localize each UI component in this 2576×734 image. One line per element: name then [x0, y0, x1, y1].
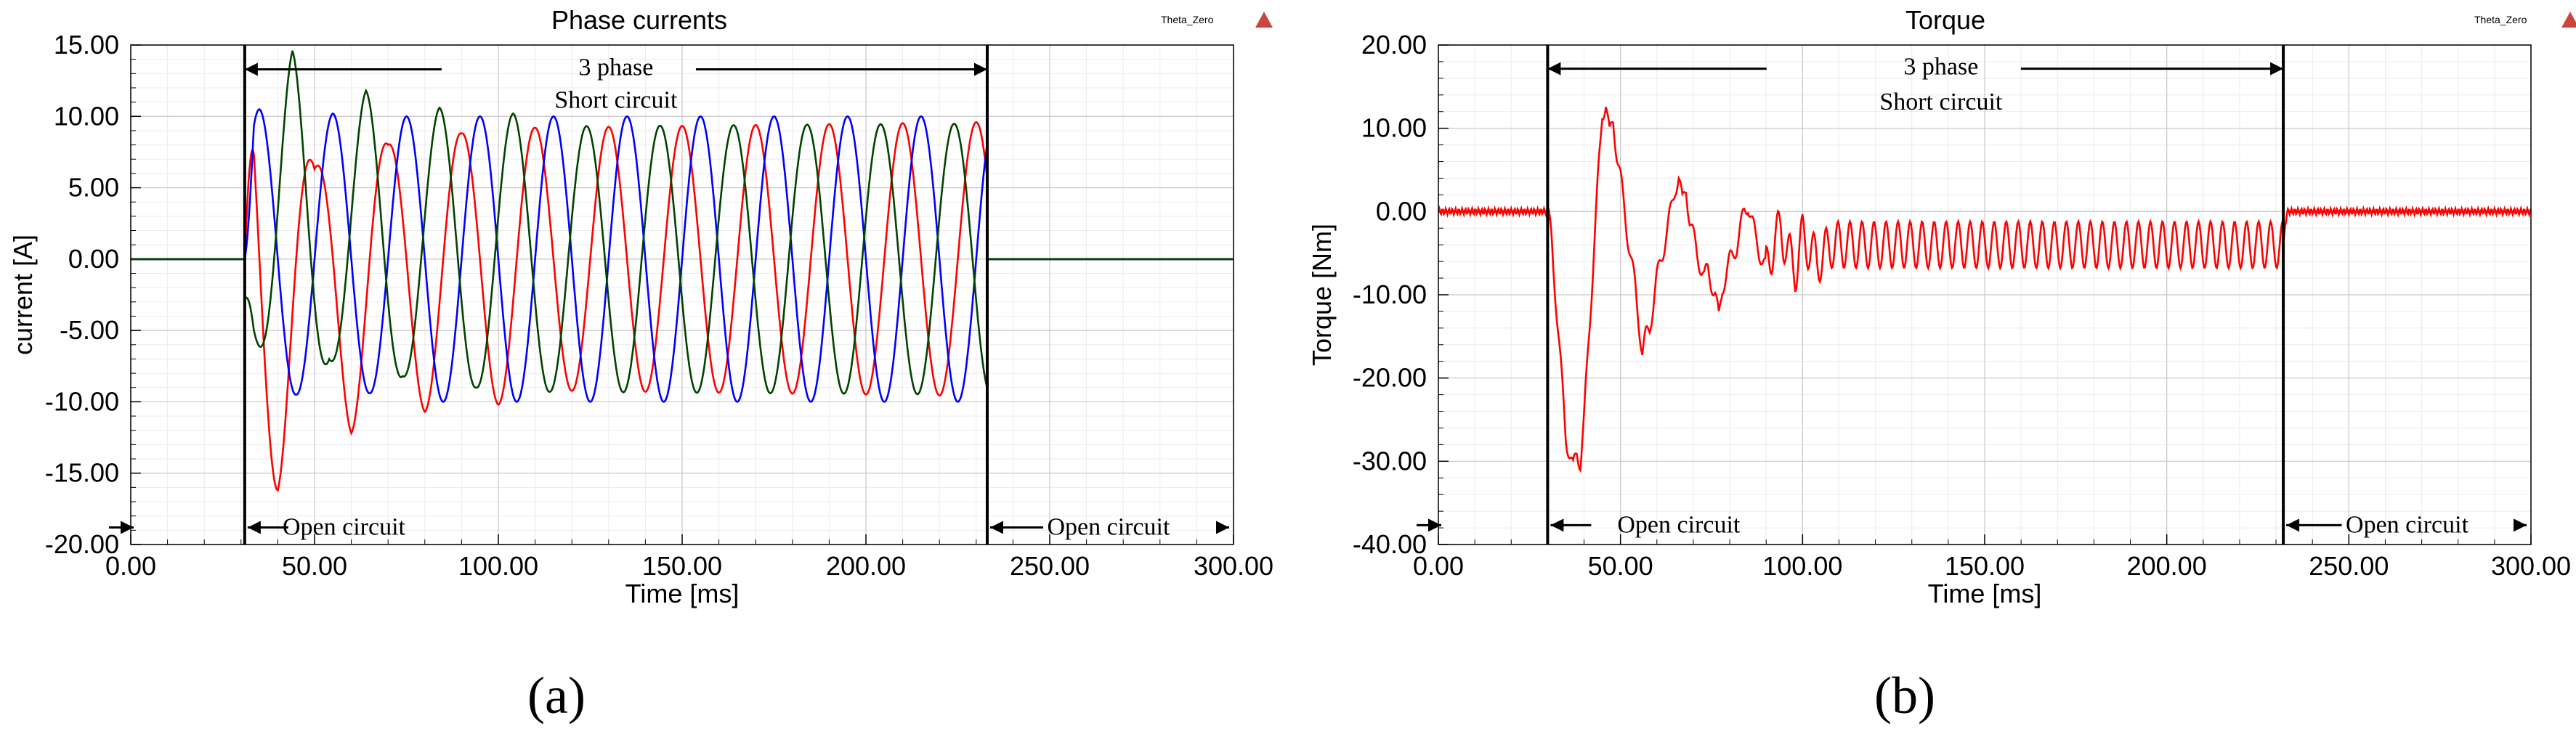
x-tick-label: 300.00 [2491, 551, 2571, 581]
x-tick-label: 200.00 [826, 551, 906, 581]
panel-label: (a) [527, 666, 586, 725]
x-tick-label: 50.00 [282, 551, 347, 581]
arrow-open-circuit-post-left-head [989, 521, 1003, 534]
arrow-open-circuit-post-right-head [1216, 521, 1229, 534]
y-tick-label: -20.00 [1353, 363, 1427, 393]
x-axis-label: Time [ms] [625, 579, 740, 608]
logo-icon [2561, 12, 2576, 28]
y-tick-label: 10.00 [1361, 113, 1427, 143]
arrow-open-circuit-pre-in-head [121, 521, 134, 534]
x-tick-label: 300.00 [1194, 551, 1273, 581]
chart-annotations: 3 phase Short circuit Open circuit Open cir… [109, 54, 1229, 540]
x-tick-label: 100.00 [458, 551, 538, 581]
series-torque [1437, 107, 2532, 473]
annotation-label: Open circuit [2346, 511, 2469, 538]
x-tick-label: 250.00 [2309, 551, 2389, 581]
logo-theta-zero: Theta_Zero [2474, 12, 2576, 28]
tick-labels: 0.00 50.00 100.00 150.00 200.00 250.00 300.00 1… [45, 30, 1273, 581]
annotation-label: Short circuit [1879, 89, 2003, 115]
y-tick-label: -30.00 [1353, 446, 1427, 476]
x-tick-label: 50.00 [1588, 551, 1653, 581]
arrow-open-circuit-post-right-head [2514, 518, 2527, 532]
arrow-open-circuit-pre-in-head [1428, 518, 1441, 532]
y-tick-label: 10.00 [54, 101, 119, 131]
logo-theta-zero: Theta_Zero [1161, 12, 1273, 28]
arrow-open-circuit-post-left-head [2286, 518, 2300, 532]
x-tick-label: 150.00 [642, 551, 722, 581]
annotation-label: 3 phase [578, 54, 653, 81]
y-tick-label: -10.00 [1353, 280, 1427, 309]
series-phase-a [131, 121, 1234, 492]
annotation-label: Open circuit [1617, 511, 1741, 538]
fault-markers [243, 45, 989, 545]
y-axis-label: current [A] [8, 235, 38, 355]
arrow-open-circuit-pre-head [1550, 518, 1564, 532]
fault-markers [1546, 45, 2285, 545]
y-tick-label: 20.00 [1361, 30, 1427, 60]
plot-frame [1438, 44, 2532, 545]
logo-text: Theta_Zero [1161, 14, 1214, 25]
annotation-label: Short circuit [554, 87, 678, 114]
chart-title: Phase currents [551, 5, 727, 35]
chart-panel-phase-currents: Phase currents Theta_Zero 3 phase Short c… [8, 5, 1273, 725]
series-phase-b [131, 107, 1234, 403]
chart-annotations: 3 phase Short circuit Open circuit Open cir… [1417, 54, 2527, 538]
annotation-label: Open circuit [283, 513, 406, 540]
arrow-short-circuit-left-head [244, 62, 258, 76]
x-tick-label: 150.00 [1945, 551, 2025, 581]
y-axis-label: Torque [Nm] [1307, 224, 1337, 366]
y-tick-label: 15.00 [54, 30, 119, 60]
y-tick-label: -20.00 [45, 529, 119, 559]
arrow-short-circuit-right-head [973, 62, 987, 76]
x-tick-label: 200.00 [2127, 551, 2207, 581]
y-tick-label: 5.00 [68, 173, 119, 203]
arrow-short-circuit-right-head [2270, 62, 2284, 76]
chart-grid [1438, 44, 2532, 545]
x-tick-label: 100.00 [1762, 551, 1842, 581]
x-tick-label: 0.00 [1413, 551, 1464, 581]
y-tick-label: 0.00 [68, 244, 119, 274]
logo-text: Theta_Zero [2474, 14, 2527, 25]
y-tick-label: -40.00 [1353, 529, 1427, 559]
series-phase-c [131, 50, 1234, 396]
chart-title: Torque [1905, 5, 1985, 35]
arrow-open-circuit-pre-head [247, 521, 261, 534]
y-tick-label: -10.00 [45, 386, 119, 416]
annotation-label: 3 phase [1903, 54, 1978, 81]
x-tick-label: 250.00 [1010, 551, 1090, 581]
arrow-short-circuit-left-head [1547, 62, 1561, 76]
chart-series [131, 50, 1234, 492]
y-tick-label: -15.00 [45, 458, 119, 488]
tick-labels: 0.00 50.00 100.00 150.00 200.00 250.00 300.00 2… [1353, 30, 2571, 581]
logo-icon [1255, 12, 1273, 28]
panel-label: (b) [1874, 666, 1935, 725]
x-tick-label: 0.00 [105, 551, 156, 581]
plot-frame [130, 44, 1234, 545]
chart-panel-torque: Torque Theta_Zero 3 phase Short circuit Op… [1307, 5, 2576, 725]
y-tick-label: -5.00 [60, 315, 119, 345]
chart-series [1437, 107, 2532, 473]
y-tick-label: 0.00 [1376, 196, 1427, 226]
annotation-label: Open circuit [1047, 513, 1170, 540]
x-axis-label: Time [ms] [1928, 579, 2042, 608]
